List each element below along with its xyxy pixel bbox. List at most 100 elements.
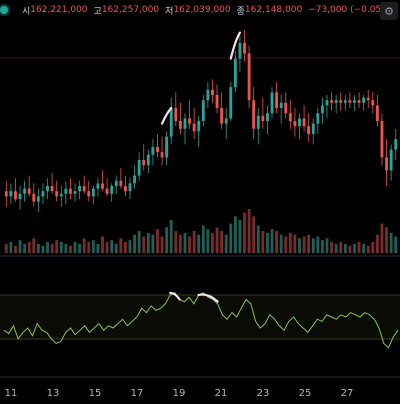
volume-bar <box>165 227 169 253</box>
volume-bar <box>142 236 146 253</box>
candle-body <box>215 95 219 108</box>
candle-body <box>380 121 384 158</box>
volume-bar <box>197 234 201 253</box>
candle-body <box>96 183 100 189</box>
volume-bar <box>105 242 109 253</box>
open-label: 시 <box>22 6 31 17</box>
volume-bar <box>275 231 279 253</box>
candle-body <box>256 115 260 129</box>
volume-bar <box>91 240 95 253</box>
x-tick-label: 19 <box>173 388 186 399</box>
candle-body <box>110 186 114 194</box>
volume-bar <box>151 234 155 253</box>
volume-bar <box>160 236 164 253</box>
price-annotation-stroke <box>160 106 173 125</box>
candle-body <box>183 118 187 129</box>
candle-body <box>69 188 72 194</box>
candle-body <box>87 191 91 197</box>
candle-body <box>178 121 182 129</box>
volume-bar <box>178 234 182 253</box>
volume-bar <box>55 240 59 253</box>
volume-bar <box>307 234 311 253</box>
candle-body <box>389 149 393 171</box>
volume-bar <box>23 243 27 253</box>
volume-bar <box>229 223 233 253</box>
volume-bar <box>334 243 338 253</box>
candle-body <box>247 53 251 101</box>
candle-body <box>114 180 118 186</box>
candle-body <box>206 89 210 101</box>
candle-body <box>73 191 77 194</box>
volume-bar <box>243 212 246 253</box>
volume-bar <box>279 234 283 253</box>
candle-body <box>343 100 347 103</box>
rsi-annotation-stroke <box>169 291 181 301</box>
volume-bar <box>330 242 333 253</box>
candle-body <box>36 196 40 202</box>
candle-body <box>32 193 36 202</box>
volume-bar <box>224 234 228 253</box>
volume-bar <box>123 242 127 253</box>
volume-bar <box>288 232 292 253</box>
volume-bar <box>133 234 136 253</box>
volume-bar <box>339 242 343 253</box>
candle-body <box>128 183 132 192</box>
candle-body <box>307 126 311 134</box>
close-value: 162,148,000 <box>244 5 303 15</box>
candle-body <box>224 118 228 124</box>
high-label: 고 <box>93 6 102 17</box>
volume-bar <box>380 223 384 253</box>
candle-body <box>348 100 352 103</box>
volume-bar <box>353 243 356 253</box>
volume-bar <box>394 236 398 253</box>
volume-bar <box>137 231 141 253</box>
candle-body <box>192 123 196 132</box>
candle-body <box>156 147 159 153</box>
candle-body <box>119 180 123 186</box>
volume-bar <box>293 234 297 253</box>
price-annotation-stroke <box>229 31 242 60</box>
x-tick-label: 15 <box>89 388 102 399</box>
volume-bar <box>302 236 306 253</box>
candle-body <box>169 108 173 137</box>
volume-bar <box>252 216 256 253</box>
volume-bar <box>46 242 49 253</box>
candle-body <box>385 157 388 171</box>
volume-bar <box>27 242 31 253</box>
volume-bar <box>375 234 379 253</box>
candle-body <box>330 100 333 103</box>
candle-body <box>188 118 191 124</box>
volume-bar <box>220 231 224 253</box>
volume-bar <box>192 231 196 253</box>
volume-bar <box>320 240 324 253</box>
candle-body <box>316 113 320 124</box>
candle-body <box>64 188 68 194</box>
candle-body <box>394 139 398 150</box>
volume-bar <box>146 232 150 253</box>
volume-bar <box>316 236 320 253</box>
low-value: 162,039,000 <box>173 5 231 15</box>
volume-bar <box>215 227 219 253</box>
volume-bar <box>32 238 36 253</box>
volume-bar <box>362 243 366 253</box>
candle-body <box>46 186 49 192</box>
candle-body <box>371 100 375 106</box>
candle-body <box>233 58 237 88</box>
gear-icon[interactable]: ⚙ <box>380 2 398 20</box>
candle-body <box>284 102 288 114</box>
volume-bar <box>9 242 13 253</box>
candle-body <box>142 160 146 166</box>
volume-bar <box>284 236 288 253</box>
candle-body <box>23 188 27 194</box>
volume-bar <box>371 242 375 253</box>
volume-bar <box>59 242 63 253</box>
candle-body <box>123 186 127 192</box>
candle-body <box>197 121 201 132</box>
candle-body <box>18 193 22 199</box>
volume-bar <box>18 240 22 253</box>
rsi-band <box>0 295 400 339</box>
volume-bar <box>256 225 260 253</box>
candle-body <box>137 160 141 176</box>
volume-bar <box>206 229 210 253</box>
